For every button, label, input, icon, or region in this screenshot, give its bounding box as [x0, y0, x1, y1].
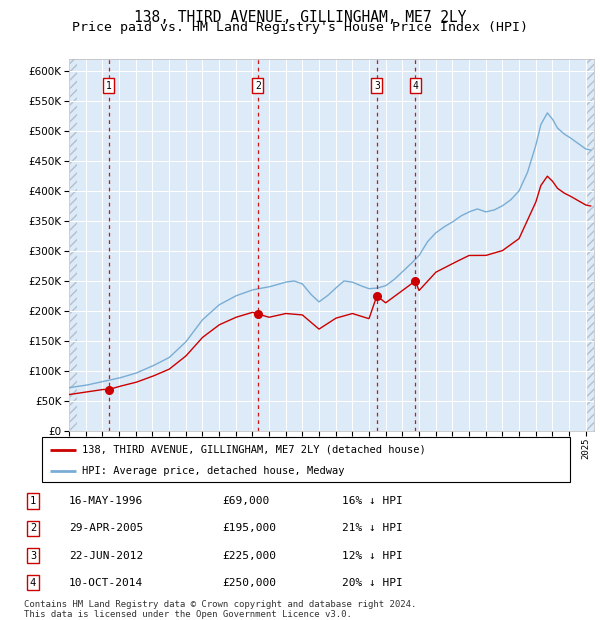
Text: 20% ↓ HPI: 20% ↓ HPI — [342, 578, 403, 588]
Text: 16% ↓ HPI: 16% ↓ HPI — [342, 496, 403, 506]
Text: 4: 4 — [30, 578, 36, 588]
Text: 22-JUN-2012: 22-JUN-2012 — [69, 551, 143, 560]
Text: £69,000: £69,000 — [222, 496, 269, 506]
Text: 3: 3 — [374, 81, 380, 91]
Text: 1: 1 — [106, 81, 112, 91]
Text: 4: 4 — [412, 81, 418, 91]
Text: 138, THIRD AVENUE, GILLINGHAM, ME7 2LY: 138, THIRD AVENUE, GILLINGHAM, ME7 2LY — [134, 10, 466, 25]
Text: 10-OCT-2014: 10-OCT-2014 — [69, 578, 143, 588]
Text: £250,000: £250,000 — [222, 578, 276, 588]
Text: 21% ↓ HPI: 21% ↓ HPI — [342, 523, 403, 533]
Text: 12% ↓ HPI: 12% ↓ HPI — [342, 551, 403, 560]
Text: 3: 3 — [30, 551, 36, 560]
Text: 16-MAY-1996: 16-MAY-1996 — [69, 496, 143, 506]
Text: Contains HM Land Registry data © Crown copyright and database right 2024.
This d: Contains HM Land Registry data © Crown c… — [24, 600, 416, 619]
Text: 2: 2 — [30, 523, 36, 533]
FancyBboxPatch shape — [42, 437, 570, 482]
Text: £195,000: £195,000 — [222, 523, 276, 533]
Text: HPI: Average price, detached house, Medway: HPI: Average price, detached house, Medw… — [82, 466, 344, 476]
Text: Price paid vs. HM Land Registry's House Price Index (HPI): Price paid vs. HM Land Registry's House … — [72, 21, 528, 34]
Text: £225,000: £225,000 — [222, 551, 276, 560]
Text: 29-APR-2005: 29-APR-2005 — [69, 523, 143, 533]
Text: 2: 2 — [255, 81, 261, 91]
Text: 1: 1 — [30, 496, 36, 506]
Text: 138, THIRD AVENUE, GILLINGHAM, ME7 2LY (detached house): 138, THIRD AVENUE, GILLINGHAM, ME7 2LY (… — [82, 445, 425, 455]
